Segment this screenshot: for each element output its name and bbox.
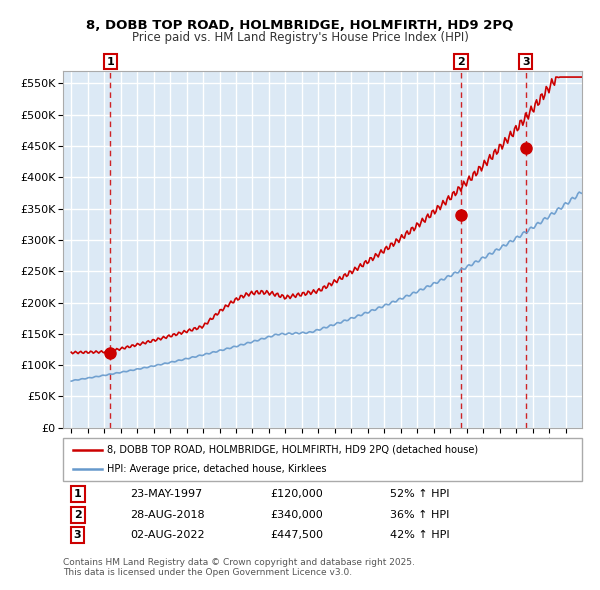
Text: 1: 1 — [107, 57, 115, 67]
Text: £120,000: £120,000 — [271, 489, 323, 499]
Text: £447,500: £447,500 — [271, 530, 323, 540]
Text: £340,000: £340,000 — [271, 510, 323, 520]
FancyBboxPatch shape — [63, 438, 582, 481]
Text: 42% ↑ HPI: 42% ↑ HPI — [390, 530, 449, 540]
Text: 2: 2 — [457, 57, 465, 67]
Text: 2: 2 — [74, 510, 82, 520]
Text: 3: 3 — [74, 530, 82, 540]
Text: 3: 3 — [522, 57, 529, 67]
Text: 52% ↑ HPI: 52% ↑ HPI — [390, 489, 449, 499]
Text: 1: 1 — [74, 489, 82, 499]
Text: 23-MAY-1997: 23-MAY-1997 — [130, 489, 203, 499]
Text: 8, DOBB TOP ROAD, HOLMBRIDGE, HOLMFIRTH, HD9 2PQ: 8, DOBB TOP ROAD, HOLMBRIDGE, HOLMFIRTH,… — [86, 19, 514, 32]
Text: 02-AUG-2022: 02-AUG-2022 — [130, 530, 205, 540]
Text: 28-AUG-2018: 28-AUG-2018 — [130, 510, 205, 520]
Text: HPI: Average price, detached house, Kirklees: HPI: Average price, detached house, Kirk… — [107, 464, 326, 474]
Text: 36% ↑ HPI: 36% ↑ HPI — [390, 510, 449, 520]
Text: 8, DOBB TOP ROAD, HOLMBRIDGE, HOLMFIRTH, HD9 2PQ (detached house): 8, DOBB TOP ROAD, HOLMBRIDGE, HOLMFIRTH,… — [107, 445, 478, 455]
Text: Price paid vs. HM Land Registry's House Price Index (HPI): Price paid vs. HM Land Registry's House … — [131, 31, 469, 44]
Text: Contains HM Land Registry data © Crown copyright and database right 2025.
This d: Contains HM Land Registry data © Crown c… — [63, 558, 415, 577]
